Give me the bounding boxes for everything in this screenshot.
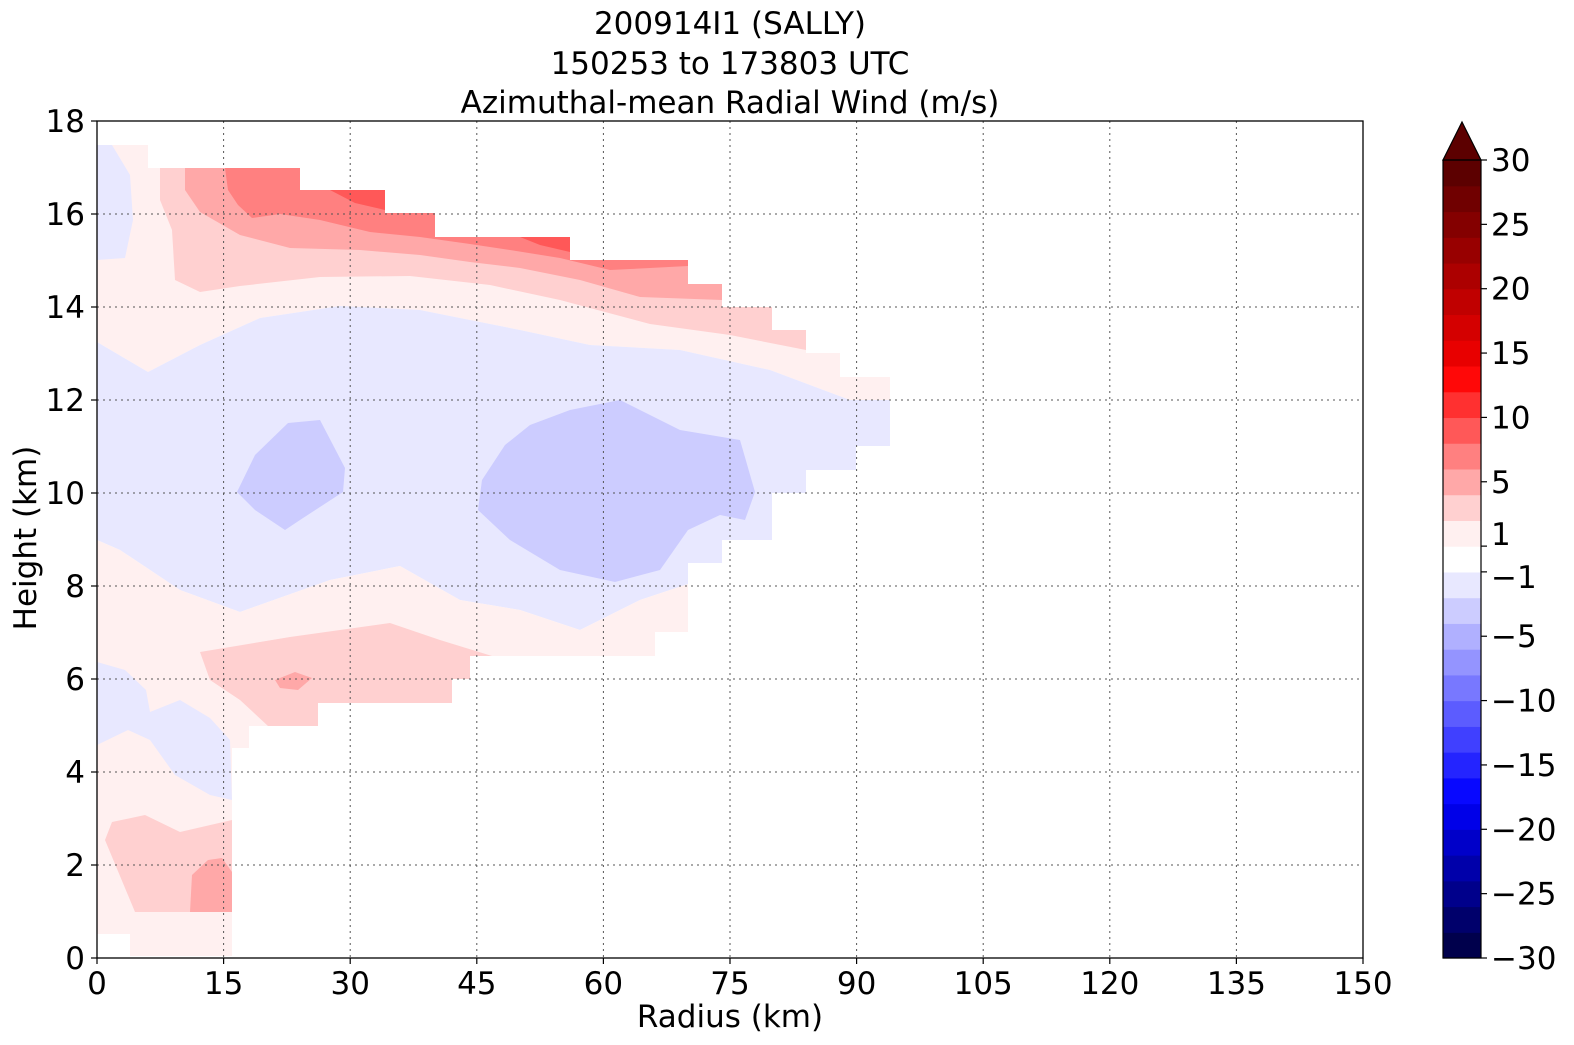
x-tick-label: 15 (204, 966, 243, 1002)
chart-title-line-1: 200914I1 (SALLY) (594, 6, 866, 42)
low-level-weak-inflow (97, 662, 232, 800)
mid-level-inflow-core-b (478, 400, 755, 582)
colorbar-block (1443, 262, 1481, 290)
y-tick-label: 10 (46, 476, 85, 512)
y-tick-label: 6 (65, 662, 85, 698)
x-tick-label: 135 (1207, 966, 1266, 1002)
y-tick-label: 4 (65, 755, 85, 791)
colorbar-block (1443, 468, 1481, 496)
colorbar-tick-label: 20 (1491, 272, 1530, 308)
colorbar-block (1443, 443, 1481, 470)
colorbar-block (1443, 777, 1481, 805)
x-tick-label: 105 (954, 966, 1013, 1002)
colorbar-tick-label: 5 (1491, 465, 1511, 501)
y-tick-label: 0 (65, 941, 85, 977)
x-tick-label: 120 (1080, 966, 1139, 1002)
upper-inflow-peak (330, 190, 570, 252)
colorbar-block (1443, 623, 1481, 650)
x-tick-label: 45 (457, 966, 496, 1002)
y-tick-label: 8 (65, 569, 85, 605)
colorbar-block (1443, 494, 1481, 521)
colorbar-block (1443, 546, 1481, 573)
x-tick-label: 60 (584, 966, 623, 1002)
colorbar-tick-label: 10 (1491, 400, 1530, 436)
colorbar: 30 25 20 15 10 5 1 −1 −5 −10 −15 −20 −25 −30 (1442, 120, 1556, 977)
chart-title-line-3: Azimuthal-mean Radial Wind (m/s) (461, 85, 1000, 121)
mid-level-inflow-core-a (237, 420, 345, 530)
y-tick-label: 18 (46, 104, 85, 140)
colorbar-block (1443, 520, 1481, 547)
colorbar-tick-label: −15 (1491, 748, 1556, 784)
colorbar-block (1443, 185, 1481, 213)
colorbar-tick-label: 25 (1491, 207, 1530, 243)
grid-lines (97, 121, 1363, 958)
colorbar-block (1443, 417, 1481, 444)
colorbar-block (1443, 726, 1481, 753)
colorbar-block (1443, 906, 1481, 933)
colorbar-block (1443, 391, 1481, 419)
near-surface-outflow-core (190, 858, 232, 912)
colorbar-tick-label: −10 (1491, 684, 1556, 720)
plot-area: 0 15 30 45 60 75 90 105 120 135 150 0 2 4 6 8 10 12 14 16 1… (46, 104, 1393, 1002)
colorbar-block (1443, 160, 1481, 187)
low-level-outflow-spot (275, 672, 312, 690)
y-tick-label: 14 (46, 290, 85, 326)
colorbar-tick-label: 15 (1491, 336, 1530, 372)
colorbar-block (1443, 314, 1481, 341)
x-tick-label: 150 (1333, 966, 1392, 1002)
y-axis: 0 2 4 6 8 10 12 14 16 18 (46, 104, 97, 977)
colorbar-tick-label: −25 (1491, 877, 1556, 913)
colorbar-block (1443, 674, 1481, 702)
colorbar-block (1443, 288, 1481, 316)
x-tick-label: 75 (710, 966, 749, 1002)
colorbar-block (1443, 880, 1481, 908)
colorbar-tick-label: −5 (1491, 619, 1537, 655)
colorbar-block (1443, 855, 1481, 882)
low-level-outflow (97, 540, 688, 956)
colorbar-block (1443, 365, 1481, 393)
colorbar-block (1443, 829, 1481, 856)
colorbar-block (1443, 571, 1481, 599)
colorbar-tick-label: −1 (1491, 560, 1537, 596)
colorbar-block (1443, 932, 1481, 959)
y-tick-label: 12 (46, 383, 85, 419)
colorbar-block (1443, 211, 1481, 238)
colorbar-block (1443, 237, 1481, 264)
x-tick-label: 90 (837, 966, 876, 1002)
low-level-outflow-band (200, 623, 492, 726)
chart-title-line-2: 150253 to 173803 UTC (551, 46, 910, 82)
colorbar-tick-label: 1 (1491, 517, 1511, 553)
y-tick-label: 2 (65, 848, 85, 884)
colorbar-ticks: 30 25 20 15 10 5 1 −1 −5 −10 −15 −20 −25 −30 (1481, 143, 1556, 977)
colorbar-tick-label: −30 (1491, 941, 1556, 977)
colorbar-frame (1442, 159, 1482, 959)
colorbar-block (1443, 700, 1481, 727)
colorbar-block (1443, 597, 1481, 624)
wind-field (97, 145, 890, 956)
x-tick-label: 0 (87, 966, 107, 1002)
colorbar-extend-arrow (1442, 120, 1482, 161)
colorbar-block (1443, 340, 1481, 367)
upper-weak-inflow-pocket (97, 145, 133, 260)
colorbar-color-blocks (1443, 160, 1481, 959)
x-axis: 0 15 30 45 60 75 90 105 120 135 150 (87, 958, 1393, 1002)
x-tick-label: 30 (330, 966, 369, 1002)
y-axis-label: Height (km) (8, 446, 44, 631)
colorbar-block (1443, 752, 1481, 779)
colorbar-block (1443, 649, 1481, 676)
colorbar-block (1443, 803, 1481, 830)
x-axis-label: Radius (km) (637, 999, 823, 1035)
colorbar-tick-label: 30 (1491, 143, 1530, 179)
y-tick-label: 16 (46, 197, 85, 233)
colorbar-tick-label: −20 (1491, 812, 1556, 848)
